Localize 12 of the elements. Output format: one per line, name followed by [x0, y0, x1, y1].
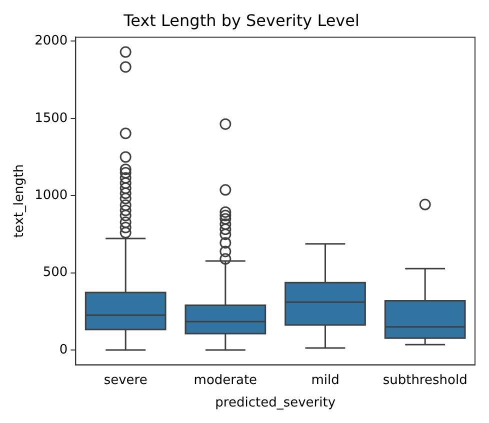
- y-tick-label: 1000: [34, 188, 68, 203]
- x-tick-label: severe: [104, 372, 148, 388]
- x-tick-label: moderate: [194, 372, 258, 388]
- y-tick-label: 1500: [34, 110, 68, 126]
- y-tick-label: 0: [59, 342, 68, 358]
- x-axis-title: predicted_severity: [215, 396, 336, 411]
- y-axis-title: text_length: [12, 164, 28, 238]
- chart-title: Text Length by Severity Level: [122, 10, 360, 30]
- x-tick-label: mild: [311, 372, 340, 388]
- y-tick-label: 500: [42, 265, 68, 280]
- y-tick-label: 2000: [34, 34, 68, 49]
- x-tick-label: subthreshold: [382, 372, 468, 388]
